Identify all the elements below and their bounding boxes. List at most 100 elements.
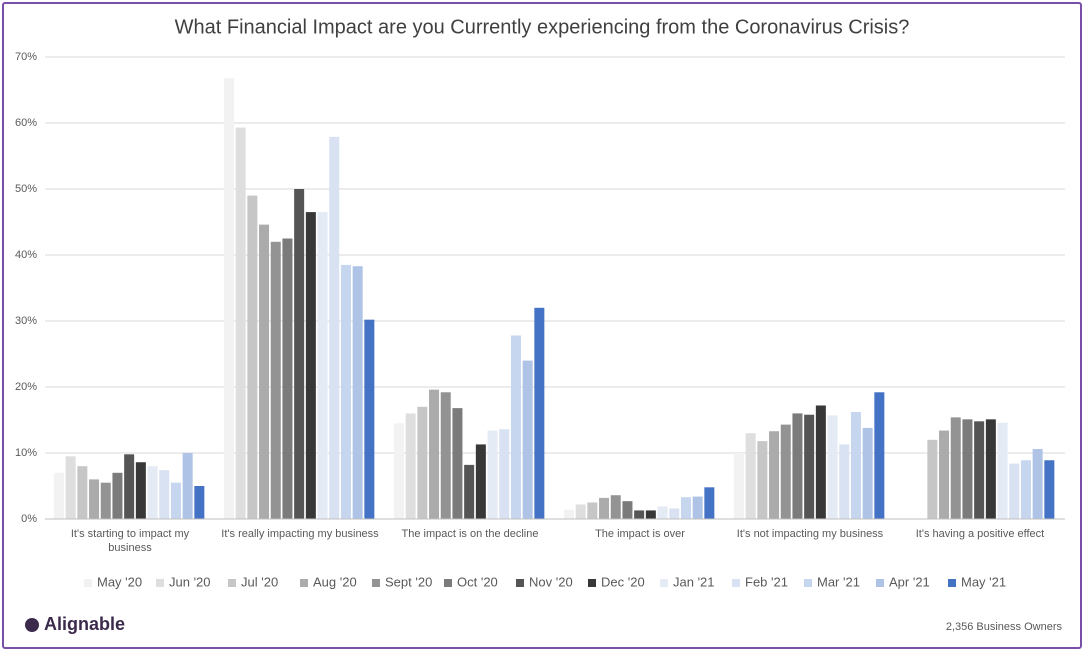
legend-swatch — [876, 579, 884, 587]
bar — [270, 241, 281, 520]
bar — [939, 430, 950, 519]
bar — [839, 444, 850, 519]
bar — [147, 466, 158, 519]
bar — [534, 307, 545, 519]
bar — [997, 422, 1008, 519]
bar — [927, 439, 938, 519]
bar — [294, 189, 305, 519]
y-tick-label: 30% — [15, 315, 37, 327]
y-tick-label: 20% — [15, 381, 37, 393]
y-tick-label: 0% — [21, 513, 37, 525]
bar — [53, 472, 64, 519]
x-tick-label: It's starting to impact my business — [70, 528, 190, 554]
bar — [985, 419, 996, 519]
bar — [522, 360, 533, 519]
bar — [475, 444, 486, 519]
bar — [429, 389, 440, 519]
legend-label: May '21 — [961, 574, 1006, 589]
legend-swatch — [228, 579, 236, 587]
bar — [1044, 460, 1055, 519]
bar — [417, 406, 428, 519]
legend-swatch — [804, 579, 812, 587]
legend-swatch — [372, 579, 380, 587]
bar — [364, 319, 375, 519]
bar — [780, 424, 791, 519]
bar — [587, 502, 598, 519]
x-tick-label: The impact is over — [595, 528, 685, 540]
bar — [305, 212, 316, 519]
legend-label: Aug '20 — [313, 574, 357, 589]
legend-label: Mar '21 — [817, 574, 860, 589]
bar — [827, 415, 838, 519]
bar — [657, 506, 668, 519]
x-tick-label: The impact is on the decline — [401, 528, 539, 540]
legend-label: Sept '20 — [385, 574, 432, 589]
logo: Alignable — [25, 614, 125, 634]
bar — [680, 497, 691, 519]
bar — [452, 408, 463, 519]
bar — [610, 495, 621, 519]
bar — [645, 510, 656, 519]
legend-swatch — [84, 579, 92, 587]
x-tick-label: It's really impacting my business — [221, 528, 379, 540]
legend-swatch — [444, 579, 452, 587]
x-tick-label: It's not impacting my business — [736, 528, 884, 540]
legend-swatch — [300, 579, 308, 587]
legend-label: Apr '21 — [889, 574, 930, 589]
bar — [634, 510, 645, 519]
x-tick-label: It's having a positive effect — [915, 528, 1045, 540]
legend-swatch — [516, 579, 524, 587]
bar — [170, 482, 181, 519]
x-tick-label-box: It's not impacting my business — [736, 528, 884, 540]
bar — [692, 496, 703, 519]
bar — [575, 504, 586, 519]
bar — [804, 414, 815, 519]
bar — [317, 212, 328, 519]
legend-swatch — [732, 579, 740, 587]
bar — [89, 479, 100, 519]
bar — [792, 413, 803, 519]
bar — [235, 127, 246, 520]
chart-title: What Financial Impact are you Currently … — [175, 16, 910, 38]
bar — [182, 453, 193, 519]
bar — [259, 224, 270, 519]
legend-label: Dec '20 — [601, 574, 645, 589]
bar — [352, 266, 363, 519]
x-tick-label-box: It's really impacting my business — [221, 528, 379, 540]
logo-text: Alignable — [44, 614, 125, 634]
bar — [745, 433, 756, 519]
legend-label: Jan '21 — [673, 574, 715, 589]
bar — [112, 472, 123, 519]
bar — [77, 466, 88, 519]
bar — [850, 412, 861, 519]
bar — [1020, 460, 1031, 519]
bar — [1009, 463, 1020, 519]
bar — [962, 419, 973, 519]
bar — [862, 427, 873, 519]
bar — [464, 464, 475, 519]
bar — [563, 509, 574, 519]
bar — [974, 421, 985, 519]
bar — [65, 456, 76, 519]
bar — [757, 441, 768, 519]
y-tick-label: 10% — [15, 447, 37, 459]
bar — [1032, 449, 1043, 519]
x-tick-label-box: The impact is on the decline — [401, 528, 539, 540]
bar — [405, 413, 416, 519]
y-tick-label: 50% — [15, 183, 37, 195]
logo-icon — [25, 618, 39, 632]
bar — [769, 431, 780, 519]
legend-label: May '20 — [97, 574, 142, 589]
legend-label: Feb '21 — [745, 574, 788, 589]
bar — [499, 429, 510, 519]
x-tick-label-box: It's having a positive effect — [915, 528, 1045, 540]
bar — [669, 508, 680, 519]
bar — [340, 264, 351, 519]
bar — [393, 423, 404, 519]
bar — [733, 453, 744, 519]
bar — [135, 462, 146, 519]
bar — [247, 195, 258, 519]
footnote: 2,356 Business Owners — [946, 621, 1063, 633]
